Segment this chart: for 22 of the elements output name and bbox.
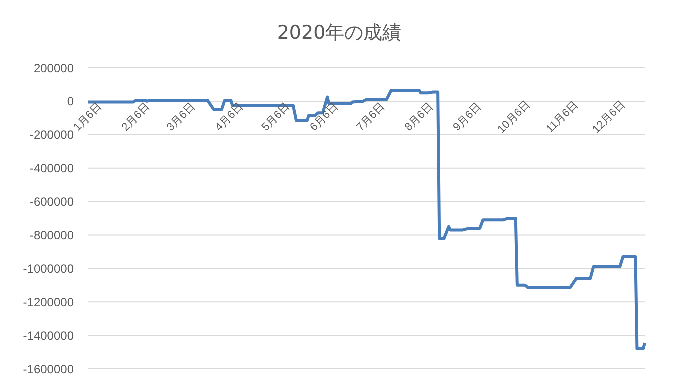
y-tick-label: 0 (67, 94, 74, 109)
x-tick-label: 7月6日 (354, 101, 388, 134)
x-tick-label: 3月6日 (165, 101, 198, 134)
x-tick-label: 2月6日 (120, 101, 153, 134)
x-tick-label: 4月6日 (213, 101, 246, 134)
y-tick-label: -400000 (30, 162, 74, 176)
y-tick-label: -800000 (30, 228, 74, 242)
y-tick-label: 200000 (34, 61, 74, 76)
y-tick-label: -1200000 (23, 295, 74, 310)
x-tick-label: 11月6日 (544, 99, 581, 136)
x-tick-label: 8月6日 (403, 101, 436, 134)
chart-title: 2020年の成績 (276, 21, 403, 46)
x-tick-label: 5月6日 (260, 101, 293, 134)
y-tick-label: -1000000 (23, 262, 74, 276)
x-tick-label: 9月6日 (451, 101, 484, 134)
x-tick-label: 12月6日 (590, 98, 628, 136)
x-tick-label: 10月6日 (496, 98, 533, 136)
y-tick-label: -200000 (30, 128, 74, 142)
y-tick-label: -600000 (30, 195, 74, 210)
x-tick-label: 6月6日 (308, 101, 341, 134)
y-tick-label: -1600000 (23, 362, 74, 376)
y-tick-label: -1400000 (23, 328, 74, 343)
